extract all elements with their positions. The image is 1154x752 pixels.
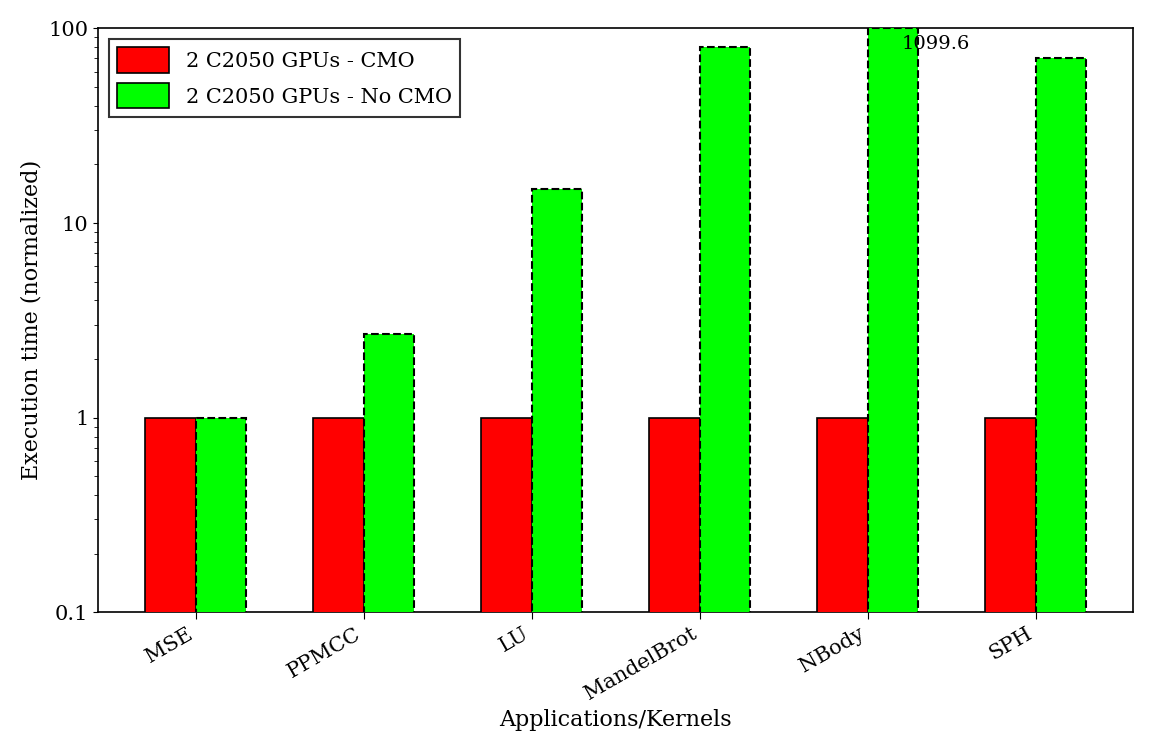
X-axis label: Applications/Kernels: Applications/Kernels: [500, 709, 732, 731]
Bar: [313, 417, 364, 752]
Legend: 2 C2050 GPUs - CMO, 2 C2050 GPUs - No CMO: 2 C2050 GPUs - CMO, 2 C2050 GPUs - No CM…: [108, 39, 460, 117]
Bar: [1036, 59, 1086, 752]
Bar: [196, 417, 246, 752]
Bar: [699, 47, 750, 752]
Bar: [868, 29, 919, 752]
Bar: [481, 417, 532, 752]
Text: 1099.6: 1099.6: [901, 35, 969, 53]
Bar: [364, 334, 414, 752]
Bar: [650, 417, 699, 752]
Bar: [145, 417, 196, 752]
Bar: [817, 417, 868, 752]
Y-axis label: Execution time (normalized): Execution time (normalized): [21, 160, 43, 481]
Bar: [532, 189, 582, 752]
Bar: [986, 417, 1036, 752]
